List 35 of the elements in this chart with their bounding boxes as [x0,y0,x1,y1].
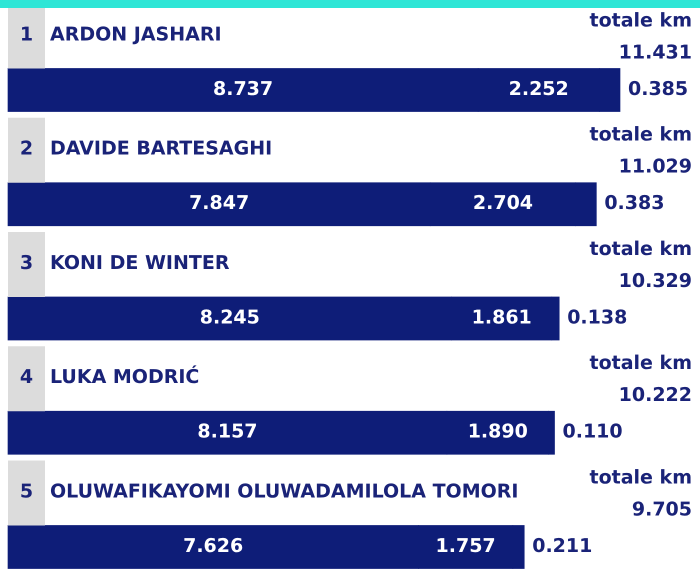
annotation: totale km [590,238,692,260]
data-label: 1.890 [468,420,528,443]
annotation: totale km [590,466,692,488]
data-label: 0.385 [628,78,688,100]
annotation: 5 [20,480,34,502]
annotation: 3 [20,252,34,274]
data-label: 1.861 [472,306,532,328]
data-label: 8.245 [200,306,260,328]
annotation: 10.329 [618,270,692,292]
data-label: 0.138 [567,306,628,328]
data-label: 8.737 [213,78,274,100]
annotation: 11.029 [618,156,692,178]
y-tick-label: DAVIDE BARTESAGHI [50,138,272,160]
annotation: 1 [20,23,34,46]
data-label: 0.110 [562,420,623,443]
data-label: 0.211 [532,534,592,557]
annotation: 4 [20,366,34,388]
data-label: 2.252 [508,78,569,100]
annotation: 11.431 [618,41,692,64]
data-label: 1.757 [436,534,496,557]
data-label: 2.704 [472,192,534,214]
data-label: 0.383 [604,192,664,214]
annotation: totale km [590,124,692,146]
y-tick-label: LUKA MODRIĆ [50,365,200,388]
y-tick-label: ARDON JASHARI [50,23,222,46]
y-tick-label: OLUWAFIKAYOMI OLUWADAMILOLA TOMORI [50,480,518,502]
annotation: totale km [590,9,692,32]
text: 9.705 [632,498,692,520]
annotation: 2 [20,138,34,160]
y-tick-label: KONI DE WINTER [50,252,230,274]
data-label: 7.847 [189,192,250,214]
annotation: 10.222 [618,384,692,406]
data-label: 8.157 [197,420,258,443]
annotation: totale km [590,352,692,374]
data-label: 7.626 [183,534,244,557]
